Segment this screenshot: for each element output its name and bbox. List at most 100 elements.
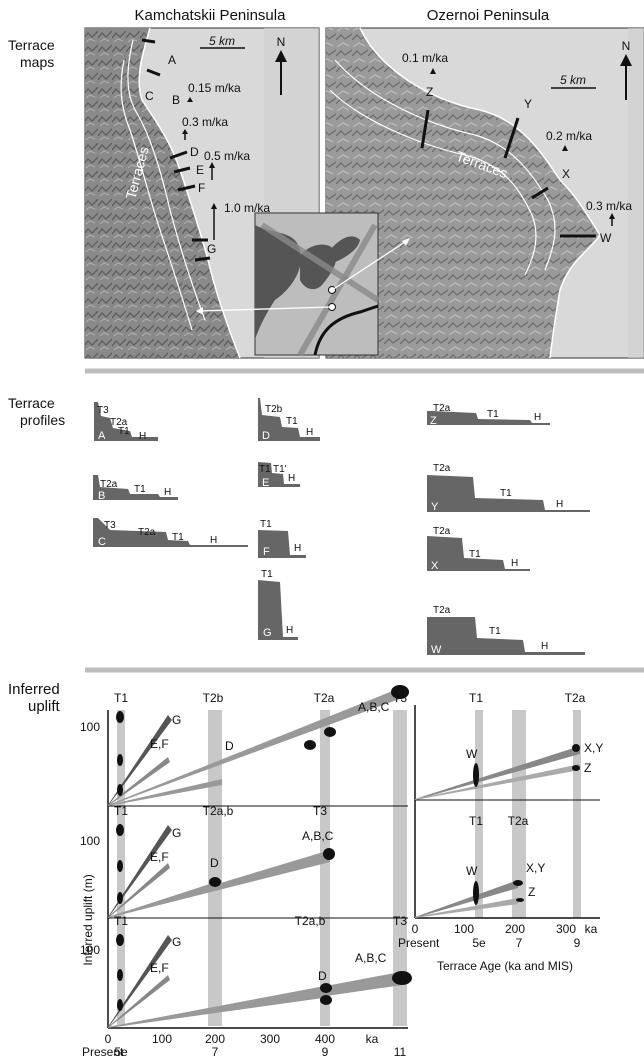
map-left-rate-4: 1.0 m/ka xyxy=(224,201,270,215)
profile-y-label: Y xyxy=(431,501,439,513)
profile-g-t1: T1 xyxy=(261,569,273,580)
uplift-p1-band-t1: T1 xyxy=(114,691,128,705)
uplift-p1-ytick: 100 xyxy=(80,720,100,734)
profile-w-label: W xyxy=(431,644,442,656)
map-left-point-g: G xyxy=(207,242,216,256)
profile-y-t1: T1 xyxy=(500,488,512,499)
profile-f-h: H xyxy=(294,543,301,554)
profile-d-label: D xyxy=(262,430,270,442)
profiles-group: A T3 T2a T1 H B T2a T1 H C T3 T2a T1 H D… xyxy=(93,398,590,656)
profile-f-t1: T1 xyxy=(260,519,272,530)
profile-d-h: H xyxy=(306,427,313,438)
map-left-north: N xyxy=(277,35,286,49)
profile-b-t1: T1 xyxy=(134,484,146,495)
profile-w-shape xyxy=(427,617,585,655)
mis-9: 9 xyxy=(322,1045,329,1057)
profile-f-shape xyxy=(258,530,306,558)
x-tick-ka: ka xyxy=(366,1032,379,1046)
uplift-p3-ytick: 100 xyxy=(80,943,100,957)
profile-w-h: H xyxy=(541,641,548,652)
map-right-north: N xyxy=(622,39,631,53)
uplift-p1-ef: E,F xyxy=(150,737,169,751)
rmis-7: 7 xyxy=(516,936,523,950)
uplift-r1-band-t2a: T2a xyxy=(565,691,586,705)
map-right-point-x: X xyxy=(562,167,570,181)
profile-e-t1p: T1' xyxy=(273,464,287,475)
profile-w-t2a: T2a xyxy=(433,605,451,616)
profile-x-h: H xyxy=(511,558,518,569)
profile-a-t1: T1 xyxy=(118,426,130,437)
profile-z-h: H xyxy=(534,412,541,423)
map-right-rate-3: 0.3 m/ka xyxy=(586,199,632,213)
profile-a-h: H xyxy=(139,431,146,442)
uplift-r2-w: W xyxy=(466,864,478,878)
rx-present: Present xyxy=(398,936,440,950)
map-left-point-a: A xyxy=(168,53,176,67)
map-ozernoi: 5 km N Terraces Z Y X W 0.1 m/ka 0.2 m/k… xyxy=(325,27,644,359)
rx-tick-100: 100 xyxy=(454,922,474,936)
profile-x-t2a: T2a xyxy=(433,526,451,537)
map-left-rate-3: 0.5 m/ka xyxy=(204,149,250,163)
uplift-r1-z: Z xyxy=(584,761,591,775)
profile-b-h: H xyxy=(164,487,171,498)
uplift-p3-band-t1: T1 xyxy=(114,914,128,928)
uplift-p2-band-t3: T3 xyxy=(313,804,327,818)
x-tick-0: 0 xyxy=(105,1032,112,1046)
map-left-rate-2: 0.3 m/ka xyxy=(182,115,228,129)
profile-g-h: H xyxy=(286,625,293,636)
map-right-point-w: W xyxy=(600,231,612,245)
row-label-maps-2: maps xyxy=(20,54,54,70)
header-right: Ozernoi Peninsula xyxy=(427,7,550,24)
rmis-9: 9 xyxy=(574,936,581,950)
uplift-p1-g: G xyxy=(172,713,181,727)
mis-7: 7 xyxy=(212,1045,219,1057)
profile-c-t3: T3 xyxy=(104,520,116,531)
profile-e-label: E xyxy=(262,477,269,489)
profile-b-t2a: T2a xyxy=(100,479,118,490)
profile-z-t1: T1 xyxy=(487,409,499,420)
uplift-r2-z: Z xyxy=(528,885,535,899)
profile-y-h: H xyxy=(556,499,563,510)
band-left-9 xyxy=(320,710,330,1026)
uplift-p1-band-t3: T3 xyxy=(393,691,407,705)
uplift-p3-d: D xyxy=(318,969,327,983)
header-left: Kamchatskii Peninsula xyxy=(135,7,287,24)
profile-c-h: H xyxy=(210,535,217,546)
profile-g-label: G xyxy=(263,627,272,639)
uplift-p1-abc: A,B,C xyxy=(358,700,390,714)
uplift-r1-band-t1: T1 xyxy=(469,691,483,705)
profile-d-t2b: T2b xyxy=(265,404,283,415)
x-present: Present xyxy=(82,1045,124,1057)
profile-y-shape xyxy=(427,475,590,512)
map-right-scale: 5 km xyxy=(560,73,586,87)
uplift-p1-band-t2b: T2b xyxy=(203,691,224,705)
profile-a-t3: T3 xyxy=(97,405,109,416)
profile-e-h: H xyxy=(288,473,295,484)
profile-e-t1: T1 xyxy=(259,464,271,475)
map-right-rate-2: 0.2 m/ka xyxy=(546,129,592,143)
profile-c-t2a: T2a xyxy=(138,527,156,538)
rx-tick-ka: ka xyxy=(585,922,598,936)
uplift-p2-band-t2ab: T2a,b xyxy=(203,804,234,818)
uplift-p2-abc: A,B,C xyxy=(302,829,334,843)
profile-y-t2a: T2a xyxy=(433,463,451,474)
row-label-maps-1: Terrace xyxy=(8,37,55,53)
profile-z-t2a: T2a xyxy=(433,403,451,414)
profile-c-t1: T1 xyxy=(172,532,184,543)
uplift-p3-band-t2ab: T2a,b xyxy=(295,914,326,928)
rx-xlabel: Terrace Age (ka and MIS) xyxy=(437,959,573,973)
uplift-left: Inferred uplift (m) T1 T2b T2a T3 G E,F … xyxy=(80,685,412,1057)
x-tick-100: 100 xyxy=(152,1032,172,1046)
map-left-rate-1: 0.15 m/ka xyxy=(188,81,241,95)
row-label-uplift-1: Inferred xyxy=(8,681,60,698)
map-left-point-f: F xyxy=(198,181,205,195)
profile-z-label: Z xyxy=(430,415,437,427)
map-left-point-e: E xyxy=(196,163,204,177)
row-label-profiles-2: profiles xyxy=(20,412,65,428)
uplift-ylabel: Inferred uplift (m) xyxy=(81,874,95,965)
map-right-point-z: Z xyxy=(426,85,433,99)
uplift-right: T1 T2a W X,Y Z T1 T2a W X,Y Z 0 100 200 … xyxy=(398,691,603,973)
profile-a-label: A xyxy=(98,430,106,442)
profile-e-shape xyxy=(258,462,300,487)
uplift-r2-band-t2a: T2a xyxy=(508,814,529,828)
